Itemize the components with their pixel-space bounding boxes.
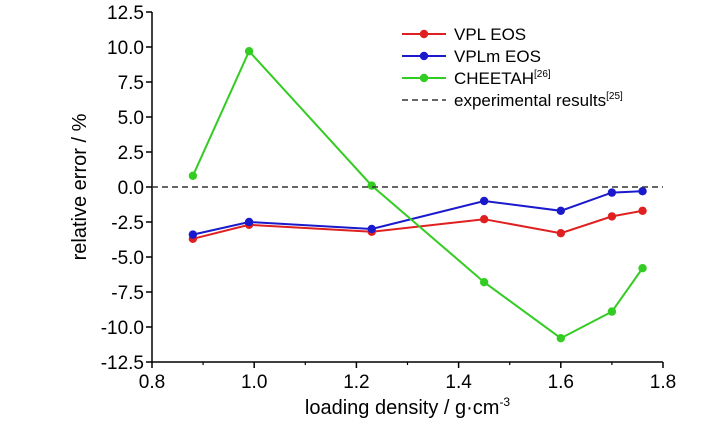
- data-point: [244, 47, 254, 56]
- legend-label: VPLm EOS: [454, 47, 541, 66]
- legend-label: CHEETAH[26]: [454, 69, 551, 88]
- data-point: [479, 215, 489, 224]
- y-tick-label: 10.0: [107, 38, 144, 59]
- y-axis-title: relative error / %: [69, 113, 91, 260]
- legend-marker: [419, 29, 429, 39]
- y-tick-label: 7.5: [118, 73, 144, 94]
- data-point: [556, 334, 565, 343]
- data-point: [556, 206, 565, 215]
- x-tick-label: 1.0: [241, 372, 267, 393]
- data-point: [244, 217, 254, 227]
- data-point: [367, 224, 376, 234]
- y-tick-label: 2.5: [118, 143, 144, 164]
- y-tick-label: -10.0: [101, 318, 144, 339]
- data-point: [638, 187, 647, 196]
- data-point: [188, 230, 198, 239]
- series-2: [188, 47, 647, 343]
- series-1: [188, 187, 647, 239]
- data-point: [607, 212, 617, 221]
- data-point: [188, 171, 198, 180]
- y-tick-label: -2.5: [111, 213, 144, 234]
- x-tick-label: 1.2: [343, 372, 369, 393]
- x-axis-title: loading density / g·cm-3: [305, 395, 511, 419]
- y-tick-label: 5.0: [118, 108, 144, 129]
- data-point: [479, 278, 489, 287]
- data-point: [607, 307, 617, 316]
- y-tick-label: -5.0: [111, 248, 144, 269]
- legend: VPL EOS VPLm EOS CHEETAH[26] experimental r…: [402, 25, 623, 110]
- y-tick-label: -12.5: [101, 353, 144, 374]
- x-tick-label: 1.6: [548, 372, 574, 393]
- legend-marker: [419, 73, 429, 83]
- legend-marker: [419, 51, 429, 61]
- y-tick-label: 12.5: [107, 3, 144, 24]
- data-point: [367, 181, 376, 190]
- data-point: [556, 229, 565, 238]
- data-point: [479, 196, 489, 206]
- axis-ticks: 0.8 1.0 1.2 1.4 1.6 1.8 12.5 10.0 7.5 5.0 2.5 0.0 -2…: [101, 3, 677, 393]
- legend-item: experimental results[25]: [402, 91, 623, 110]
- legend-item: VPLm EOS: [402, 47, 541, 66]
- y-tick-label: -7.5: [111, 283, 144, 304]
- x-tick-label: 1.8: [650, 372, 676, 393]
- data-point: [638, 206, 647, 215]
- data-point: [607, 188, 617, 197]
- x-tick-label: 1.4: [445, 372, 472, 393]
- legend-item: CHEETAH[26]: [402, 69, 551, 88]
- series-layer: [152, 47, 663, 343]
- legend-item: VPL EOS: [402, 25, 526, 44]
- data-point: [638, 264, 647, 273]
- legend-label: experimental results[25]: [454, 91, 623, 110]
- legend-label: VPL EOS: [454, 25, 526, 44]
- x-tick-label: 0.8: [139, 372, 165, 393]
- y-tick-label: 0.0: [118, 178, 144, 199]
